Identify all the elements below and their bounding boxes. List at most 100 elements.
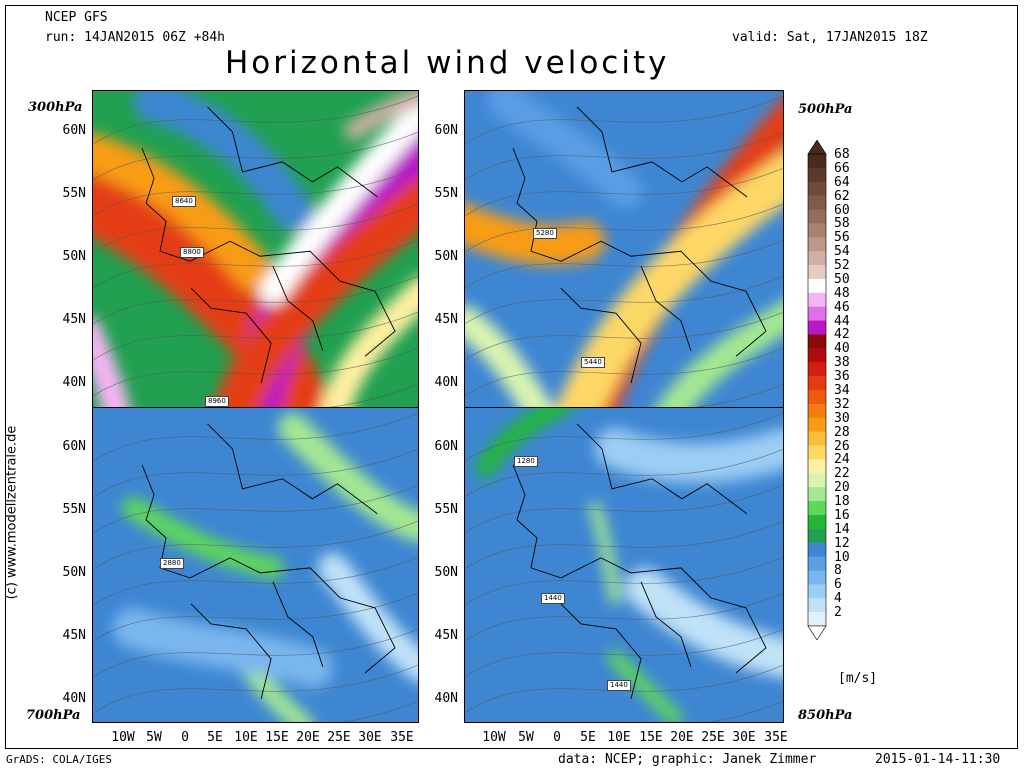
level-label-700: 700hPa (26, 708, 81, 723)
lon-label: 0 (181, 730, 189, 745)
contour-label: 1280 (514, 456, 538, 467)
panel-850-field (465, 408, 783, 722)
colorbar-tick-label: 30 (834, 410, 850, 426)
lon-label: 10W (482, 730, 506, 745)
lon-label: 5W (518, 730, 534, 745)
lon-label: 5E (580, 730, 596, 745)
colorbar-tick-label: 32 (834, 396, 850, 412)
panel-300-field (93, 91, 418, 407)
lat-label: 40N (434, 691, 458, 706)
lat-label: 50N (62, 565, 86, 580)
colorbar-tick-label: 60 (834, 202, 850, 218)
colorbar-tick-label: 6 (834, 577, 842, 593)
colorbar (807, 140, 827, 640)
data-credit: data: NCEP; graphic: Janek Zimmer (558, 752, 817, 767)
colorbar-tick-label: 22 (834, 466, 850, 482)
lon-label: 25E (327, 730, 351, 745)
colorbar-tick-label: 12 (834, 535, 850, 551)
map-panel-700hpa (92, 407, 419, 723)
lat-label: 55N (62, 502, 86, 517)
valid-time: valid: Sat, 17JAN2015 18Z (732, 30, 928, 45)
lon-label: 20E (670, 730, 694, 745)
lon-label: 10E (234, 730, 258, 745)
contour-label: 8800 (180, 247, 204, 258)
lon-label: 5E (207, 730, 223, 745)
colorbar-tick-label: 50 (834, 271, 850, 287)
colorbar-tick-label: 16 (834, 507, 850, 523)
colorbar-tick-label: 38 (834, 355, 850, 371)
level-label-850: 850hPa (798, 708, 853, 723)
lon-label: 10E (607, 730, 631, 745)
colorbar-tick-label: 40 (834, 341, 850, 357)
colorbar-tick-label: 66 (834, 160, 850, 176)
lat-label: 50N (434, 249, 458, 264)
colorbar-tick-label: 2 (834, 605, 842, 621)
lat-label: 40N (62, 691, 86, 706)
lat-label: 40N (62, 375, 86, 390)
lat-label: 45N (434, 312, 458, 327)
contour-label: 1440 (541, 593, 565, 604)
colorbar-tick-label: 18 (834, 494, 850, 510)
software-credit: GrADS: COLA/IGES (6, 753, 112, 766)
lon-label: 5W (146, 730, 162, 745)
colorbar-tick-label: 48 (834, 285, 850, 301)
contour-label: 2880 (160, 558, 184, 569)
colorbar-tick-label: 24 (834, 452, 850, 468)
colorbar-tick-label: 64 (834, 174, 850, 190)
map-panel-500hpa (464, 90, 784, 408)
lat-label: 40N (434, 375, 458, 390)
run-info: run: 14JAN2015 06Z +84h (45, 30, 226, 45)
colorbar-tick-label: 56 (834, 230, 850, 246)
watermark: (c) www.modellzentrale.de (4, 425, 20, 600)
colorbar-tick-label: 44 (834, 313, 850, 329)
colorbar-tick-label: 58 (834, 216, 850, 232)
figure-frame (5, 5, 1018, 749)
lat-label: 55N (434, 502, 458, 517)
lat-label: 45N (62, 312, 86, 327)
colorbar-tick-label: 8 (834, 563, 842, 579)
lon-label: 15E (639, 730, 663, 745)
lon-label: 20E (296, 730, 320, 745)
colorbar-tick-label: 68 (834, 147, 850, 162)
colorbar-tick-label: 28 (834, 424, 850, 440)
chart-title: Horizontal wind velocity (225, 45, 670, 81)
map-panel-300hpa (92, 90, 419, 408)
colorbar-tick-label: 20 (834, 480, 850, 496)
lat-label: 60N (434, 123, 458, 138)
lat-label: 50N (62, 249, 86, 264)
lat-label: 50N (434, 565, 458, 580)
colorbar-tick-label: 54 (834, 244, 850, 260)
level-label-500: 500hPa (798, 102, 853, 117)
contour-label: 5440 (581, 357, 605, 368)
contour-label: 8960 (205, 396, 229, 407)
lon-label: 35E (764, 730, 788, 745)
colorbar-tick-label: 34 (834, 383, 850, 398)
lon-label: 30E (358, 730, 382, 745)
contour-label: 5280 (533, 228, 557, 239)
contour-label: 1440 (607, 680, 631, 691)
timestamp: 2015-01-14-11:30 (875, 752, 1001, 767)
lat-label: 60N (434, 439, 458, 454)
panel-700-field (93, 408, 418, 722)
colorbar-tick-label: 46 (834, 299, 850, 315)
lon-label: 30E (732, 730, 756, 745)
lat-label: 45N (434, 628, 458, 643)
colorbar-tick-label: 52 (834, 258, 850, 274)
lon-label: 10W (111, 730, 135, 745)
colorbar-tick-label: 26 (834, 438, 850, 454)
lon-label: 0 (553, 730, 561, 745)
lat-label: 55N (62, 186, 86, 201)
lat-label: 60N (62, 123, 86, 138)
lon-label: 25E (701, 730, 725, 745)
lat-label: 55N (434, 186, 458, 201)
unit-label: [m/s] (838, 671, 878, 686)
panel-500-field (465, 91, 783, 407)
lat-label: 45N (62, 628, 86, 643)
colorbar-tick-label: 62 (834, 188, 850, 204)
contour-label: 8640 (172, 196, 196, 207)
map-panel-850hpa (464, 407, 784, 723)
lon-label: 35E (390, 730, 414, 745)
colorbar-tick-label: 10 (834, 549, 850, 565)
colorbar-tick-label: 36 (834, 369, 850, 385)
colorbar-tick-label: 4 (834, 591, 842, 607)
